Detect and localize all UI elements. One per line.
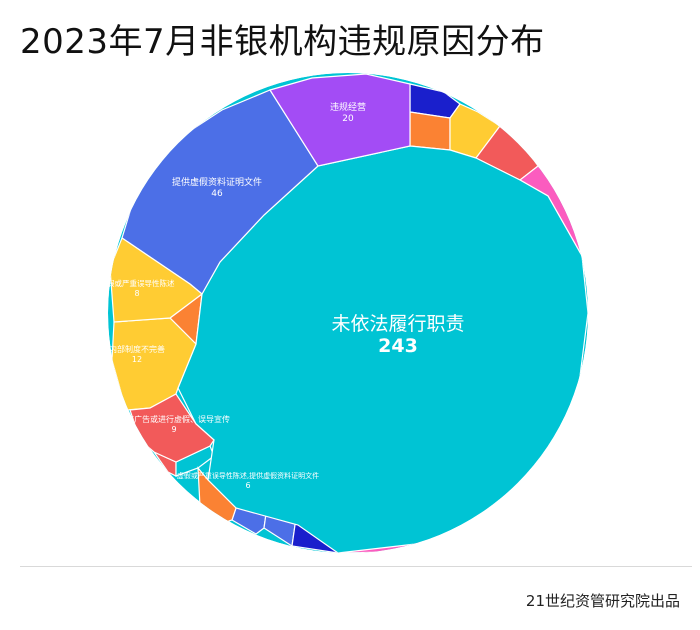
data-label-name: 违规经营 <box>330 101 366 113</box>
data-label-value: 46 <box>211 189 223 199</box>
source-credit: 21世纪资管研究院出品 <box>525 592 680 610</box>
data-label-value: 20 <box>342 114 354 124</box>
chart-cell-unlabeled[interactable] <box>409 111 451 151</box>
chart-title: 2023年7月非银机构违规原因分布 <box>20 22 545 62</box>
data-label-value: 12 <box>132 355 142 364</box>
data-label-name: 内部制度不完善 <box>109 344 165 354</box>
data-label-value: 8 <box>134 289 139 298</box>
data-label-value: 6 <box>245 481 250 490</box>
data-label-value: 243 <box>378 335 418 357</box>
cells-group <box>108 73 588 553</box>
chart-cell[interactable] <box>109 237 203 323</box>
data-label-name: 虚假或严重误导性陈述 <box>100 278 175 288</box>
chart-cell[interactable] <box>269 73 411 167</box>
data-label-name: 未依法履行职责 <box>331 313 464 335</box>
data-label-value: 9 <box>171 425 176 434</box>
data-label-name: 发布广告或进行虚假、误导宣传 <box>118 414 230 424</box>
footer-divider <box>20 566 692 567</box>
data-label-name: 提供虚假资料证明文件 <box>172 176 262 188</box>
data-label-name: 虚假或严重误导性陈述,提供虚假资料证明文件 <box>177 471 319 480</box>
